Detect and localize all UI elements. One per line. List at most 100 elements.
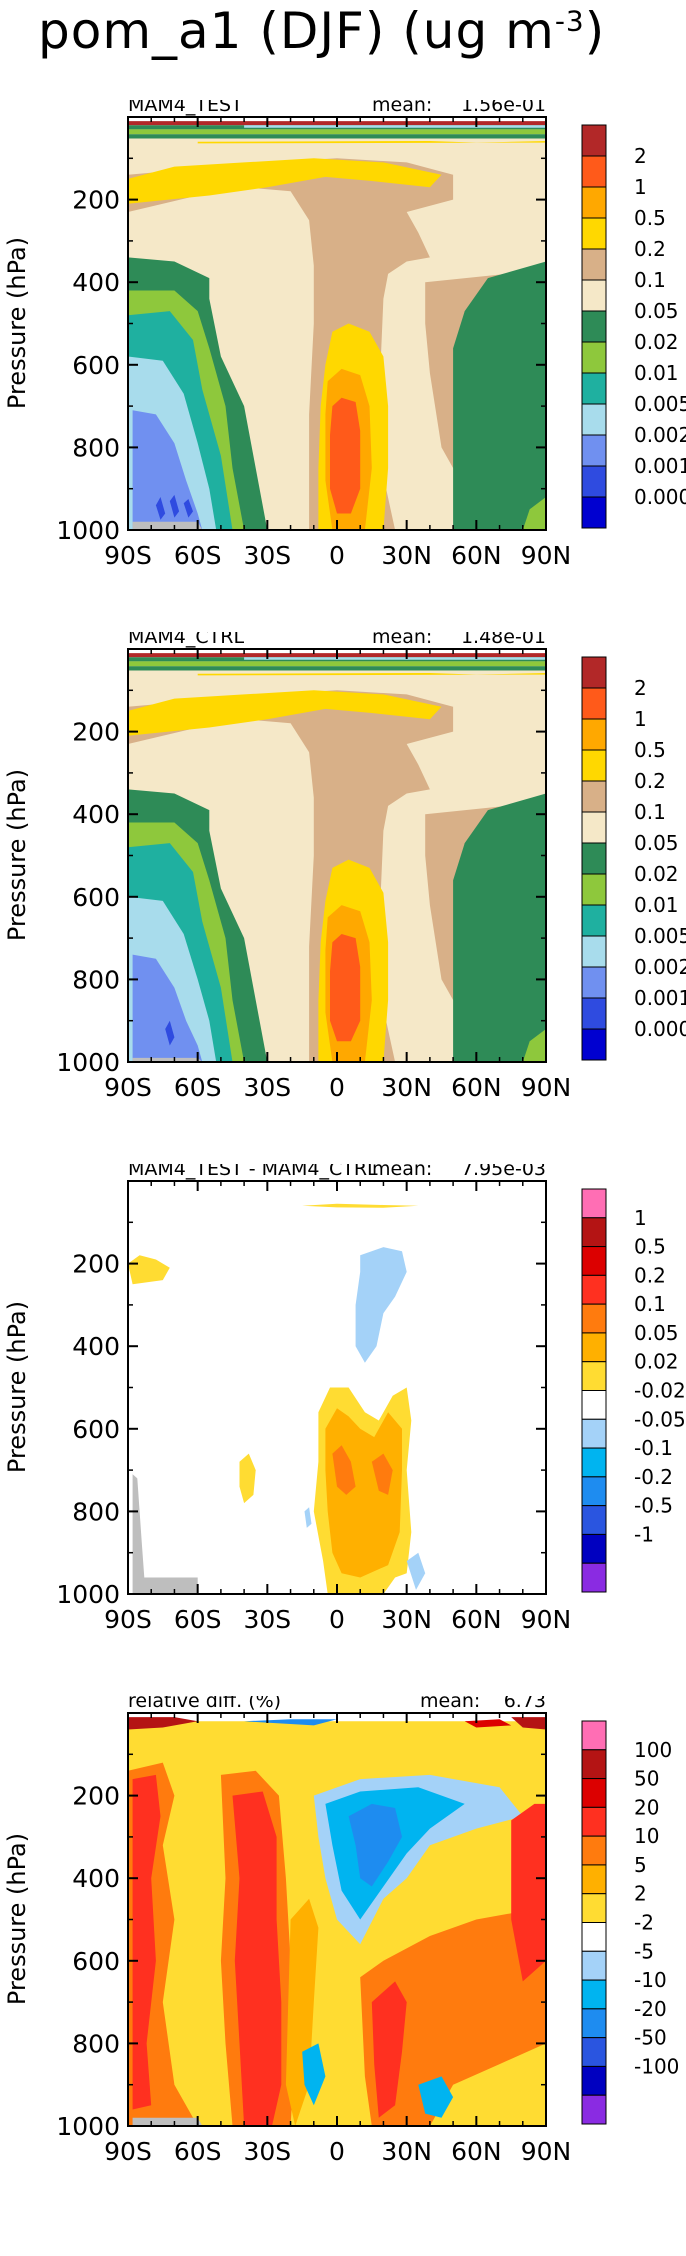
colorbar-label: 0.01: [634, 893, 679, 917]
contour-region-16: [183, 499, 193, 518]
colorbar-box: [581, 904, 607, 937]
figure-title: pom_a1 (DJF) (ug m-3): [38, 2, 606, 60]
colorbar-label: 5: [634, 1853, 647, 1877]
y-axis-label: Pressure (hPa): [3, 237, 31, 409]
colorbar-box: [581, 496, 607, 529]
colorbar-box: [581, 811, 607, 844]
panel-mean-value: 7.95e-03: [461, 1164, 546, 1180]
colorbar-label: 0.5: [634, 206, 666, 230]
colorbar-box: [581, 1418, 607, 1449]
colorbar-box: [581, 372, 607, 405]
contour-region-6: [330, 397, 361, 514]
panel-diff-plot: 200 400 600 800 1000 90S 60S 30S 0 30N 60N 90N MAM…: [3, 1164, 686, 1634]
y-tick-label: 600: [72, 351, 120, 380]
contour-region-4: [239, 1453, 256, 1504]
colorbar: 100 50 20 10 5 2 -2 -5 -10 -20 -50 -100: [581, 1720, 679, 2125]
colorbar: 2 1 0.5 0.2 0.1 0.05 0.02 0.01 0.005 0.002 0.001 0.…: [581, 124, 686, 529]
contour-region-9: [406, 1552, 426, 1590]
contour-region-8: [360, 1907, 546, 2126]
y-axis-label: Pressure (hPa): [3, 769, 31, 941]
panel-mean-label: mean:: [420, 1696, 480, 1712]
colorbar-label: 0.001: [634, 454, 686, 478]
contour-layer: [128, 121, 546, 531]
colorbar-label: -5: [634, 1939, 654, 1963]
colorbar-label: 2: [634, 144, 647, 168]
panel-test-plot: 200 400 600 800 1000 90S 60S 30S 0 30N 60N 90N MAM…: [3, 100, 686, 570]
contour-layer: [128, 653, 546, 1062]
y-ticks: 200 400 600 800 1000: [56, 689, 546, 1077]
missing-data-region: [132, 521, 203, 530]
x-tick-label: 60S: [174, 1605, 222, 1634]
x-tick-label: 90N: [521, 1073, 572, 1102]
colorbar-label: 0.1: [634, 1292, 666, 1316]
colorbar-box: [581, 155, 607, 188]
colorbar-box: [581, 1533, 607, 1564]
contour-region-11: [285, 1898, 319, 2126]
colorbar: 1 0.5 0.2 0.1 0.05 0.02 -0.02 -0.05 -0.1 -0.2 -0.5…: [581, 1188, 686, 1593]
contour-region-3: [128, 158, 442, 204]
colorbar-label: 2: [634, 676, 647, 700]
x-tick-label: 90S: [104, 1605, 152, 1634]
colorbar-label: 1: [634, 1206, 647, 1230]
contour-region-13: [418, 2076, 454, 2118]
contour-region-4: [232, 1791, 282, 2126]
colorbar-box: [581, 403, 607, 436]
colorbar-label: 0.01: [634, 361, 679, 385]
contour-region-19: [128, 129, 546, 135]
contour-layer: [128, 1189, 546, 1594]
colorbar-label: -50: [634, 2026, 667, 2050]
colorbar-box: [581, 1950, 607, 1981]
colorbar-label: -10: [634, 1968, 667, 1992]
colorbar-box: [581, 1028, 607, 1061]
contour-region-13: [132, 954, 203, 1062]
y-tick-label: 600: [72, 883, 120, 912]
colorbar-box: [581, 1893, 607, 1923]
colorbar-label: 0.05: [634, 831, 679, 855]
colorbar-label: 0.02: [634, 862, 679, 886]
x-tick-label: 60N: [451, 541, 502, 570]
panel-title: MAM4_CTRL: [128, 632, 244, 648]
colorbar-box: [581, 780, 607, 813]
missing-data-region: [132, 1057, 203, 1062]
contour-region-2: [132, 1774, 161, 2110]
x-tick-label: 60S: [174, 541, 222, 570]
contour-region-21: [244, 125, 546, 128]
x-tick-label: 90S: [104, 2137, 152, 2166]
contour-region-9: [371, 1981, 407, 2118]
colorbar-box: [581, 1979, 607, 2010]
colorbar-box: [581, 935, 607, 968]
colorbar-box: [581, 465, 607, 498]
x-tick-label: 90N: [521, 2137, 572, 2166]
contour-region-10: [522, 1029, 546, 1062]
colorbar-box: [581, 1390, 607, 1420]
contour-region-17: [128, 661, 546, 667]
contour-region-2: [128, 1255, 170, 1285]
x-tick-label: 60N: [451, 1605, 502, 1634]
colorbar-box: [581, 1246, 607, 1276]
colorbar-label: 0.001: [634, 986, 686, 1010]
colorbar-label: 2: [634, 1882, 647, 1906]
colorbar-label: 0.05: [634, 299, 679, 323]
colorbar-label: -100: [634, 2054, 679, 2078]
y-tick-label: 200: [72, 1250, 120, 1279]
panel-reldiff-plot: 200 400 600 800 1000 90S 60S 30S 0 30N 60N 90N rel…: [3, 1696, 679, 2166]
x-ticks: 90S 60S 30S 0 30N 60N 90N: [104, 1713, 571, 2166]
colorbar-label: -1: [634, 1522, 654, 1546]
colorbar-box: [581, 1188, 607, 1219]
colorbar-label: 0.005: [634, 392, 686, 416]
colorbar-label: 20: [634, 1795, 659, 1819]
colorbar-box: [581, 749, 607, 782]
colorbar-box: [581, 1778, 607, 1808]
colorbar-box: [581, 1720, 607, 1751]
panel-test: 200 400 600 800 1000 90S 60S 30S 0 30N 60N 90N MAM…: [0, 100, 686, 660]
contour-region-22: [197, 141, 546, 144]
x-tick-label: 0: [329, 2137, 345, 2166]
x-tick-label: 60S: [174, 2137, 222, 2166]
colorbar-box: [581, 1217, 607, 1248]
x-tick-label: 30N: [381, 541, 432, 570]
x-ticks: 90S 60S 30S 0 30N 60N 90N: [104, 649, 571, 1102]
panel-mean-value: 1.48e-01: [461, 632, 546, 648]
y-ticks: 200 400 600 800 1000: [56, 1753, 546, 2141]
x-tick-label: 30S: [243, 1605, 291, 1634]
colorbar-label: 0.02: [634, 330, 679, 354]
